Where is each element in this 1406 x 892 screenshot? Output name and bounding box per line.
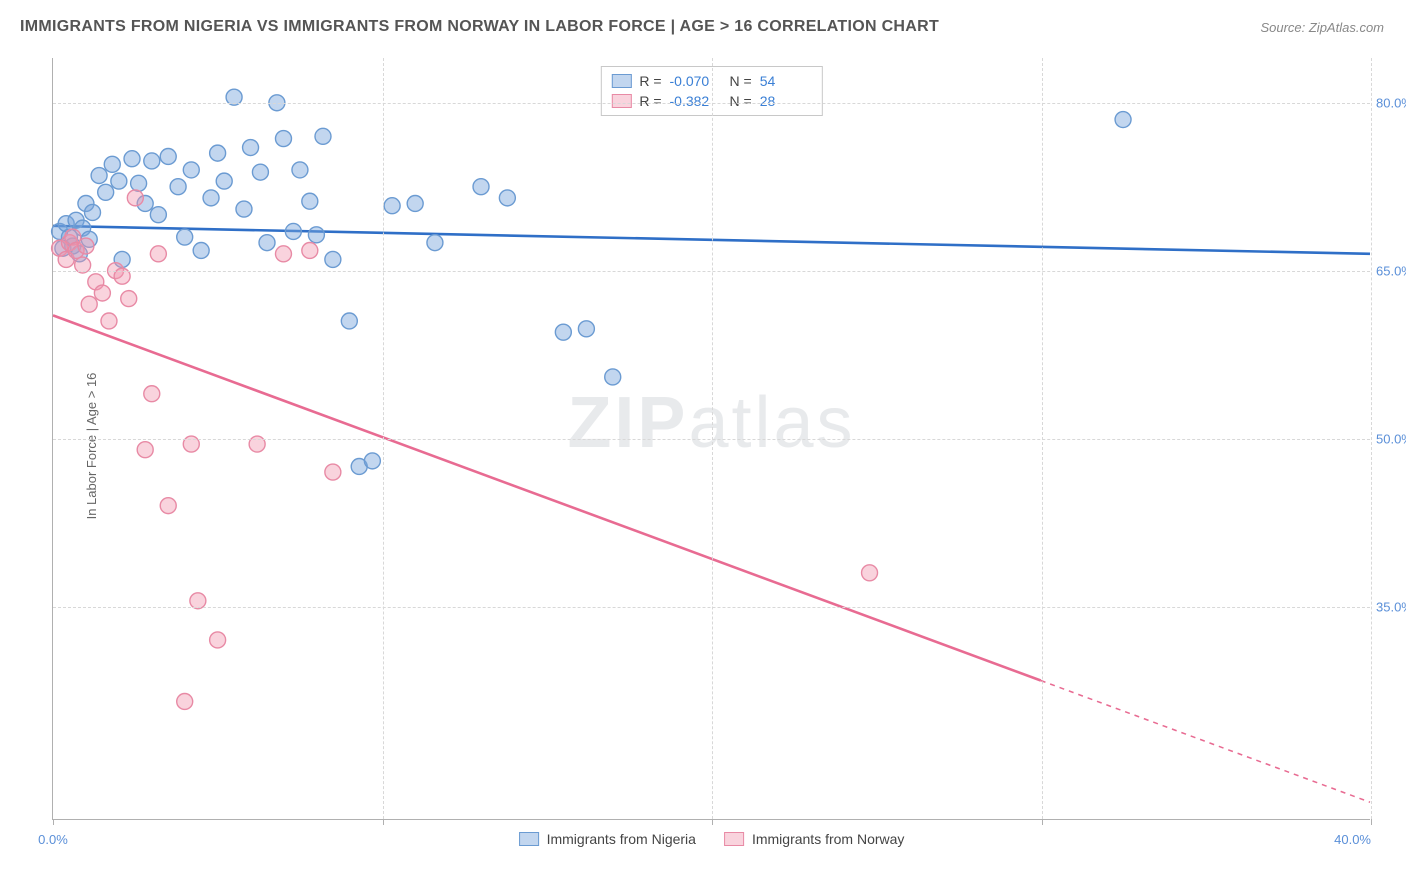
scatter-point [315,128,331,144]
scatter-point [131,175,147,191]
scatter-point [384,198,400,214]
y-tick-label: 65.0% [1376,263,1406,278]
scatter-point [124,151,140,167]
series-legend: Immigrants from Nigeria Immigrants from N… [519,831,905,847]
chart-container: IMMIGRANTS FROM NIGERIA VS IMMIGRANTS FR… [0,0,1406,892]
scatter-point [111,173,127,189]
scatter-point [236,201,252,217]
scatter-point [160,148,176,164]
scatter-point [210,145,226,161]
x-tick [712,819,713,825]
scatter-point [203,190,219,206]
scatter-point [183,162,199,178]
scatter-point [427,235,443,251]
scatter-point [862,565,878,581]
scatter-point [78,238,94,254]
gridline-vertical [1042,58,1043,819]
x-tick [1042,819,1043,825]
scatter-point [85,204,101,220]
scatter-point [302,242,318,258]
scatter-point [1115,112,1131,128]
scatter-point [137,442,153,458]
scatter-point [578,321,594,337]
gridline-vertical [1371,58,1372,819]
scatter-point [252,164,268,180]
scatter-point [216,173,232,189]
scatter-point [91,168,107,184]
scatter-point [275,131,291,147]
scatter-point [473,179,489,195]
trend-line-dashed [1041,681,1370,803]
scatter-point [94,285,110,301]
trend-line [53,315,1041,680]
scatter-point [104,156,120,172]
scatter-point [302,193,318,209]
gridline-vertical [712,58,713,819]
scatter-point [150,207,166,223]
scatter-point [605,369,621,385]
x-tick [53,819,54,825]
x-tick-label: 40.0% [1334,832,1371,847]
scatter-point [292,162,308,178]
scatter-point [150,246,166,262]
scatter-point [555,324,571,340]
scatter-point [160,498,176,514]
scatter-point [341,313,357,329]
gridline-vertical [383,58,384,819]
scatter-point [177,229,193,245]
legend-series-item: Immigrants from Nigeria [519,831,696,847]
legend-swatch [724,832,744,846]
chart-title: IMMIGRANTS FROM NIGERIA VS IMMIGRANTS FR… [20,18,939,36]
scatter-point [98,184,114,200]
scatter-point [325,464,341,480]
scatter-point [275,246,291,262]
scatter-point [407,195,423,211]
scatter-point [308,227,324,243]
legend-swatch [519,832,539,846]
scatter-point [144,153,160,169]
x-tick [383,819,384,825]
scatter-point [121,291,137,307]
scatter-point [499,190,515,206]
legend-series-item: Immigrants from Norway [724,831,904,847]
x-tick-label: 0.0% [38,832,68,847]
scatter-point [325,251,341,267]
legend-series-label: Immigrants from Nigeria [547,831,696,847]
legend-series-label: Immigrants from Norway [752,831,904,847]
scatter-point [285,223,301,239]
y-tick-label: 50.0% [1376,432,1406,447]
scatter-point [243,140,259,156]
y-tick-label: 35.0% [1376,600,1406,615]
scatter-point [364,453,380,469]
scatter-point [177,694,193,710]
scatter-point [170,179,186,195]
scatter-point [127,190,143,206]
scatter-point [210,632,226,648]
scatter-point [144,386,160,402]
scatter-point [101,313,117,329]
y-tick-label: 80.0% [1376,95,1406,110]
x-tick [1371,819,1372,825]
scatter-point [193,242,209,258]
scatter-point [81,296,97,312]
scatter-point [259,235,275,251]
plot-area: ZIPatlas R =-0.070N =54R =-0.382N =28 Im… [52,58,1370,820]
source-attribution: Source: ZipAtlas.com [1260,20,1384,35]
